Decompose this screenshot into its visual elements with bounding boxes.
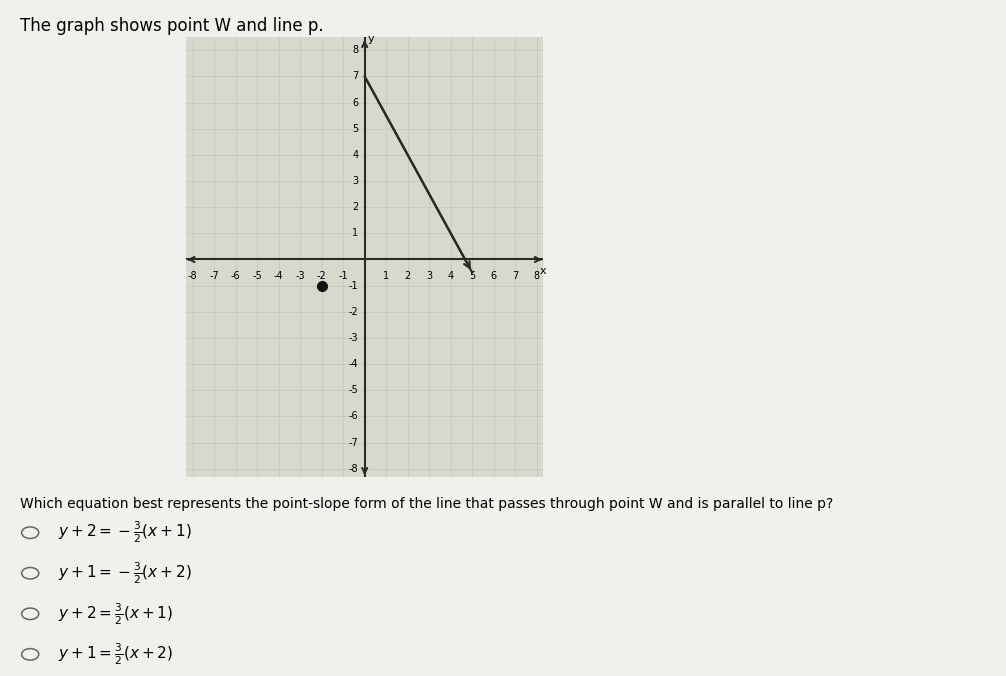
Text: -8: -8	[349, 464, 358, 474]
Text: 3: 3	[427, 271, 433, 281]
Text: x: x	[539, 266, 546, 276]
Text: 2: 2	[404, 271, 410, 281]
Text: -1: -1	[349, 281, 358, 291]
Text: Which equation best represents the point-slope form of the line that passes thro: Which equation best represents the point…	[20, 497, 833, 511]
Text: 2: 2	[352, 202, 358, 212]
Text: -4: -4	[349, 359, 358, 369]
Text: 8: 8	[534, 271, 540, 281]
Text: -8: -8	[188, 271, 197, 281]
Text: $y+2=-\frac{3}{2}(x+1)$: $y+2=-\frac{3}{2}(x+1)$	[58, 520, 192, 546]
Text: 6: 6	[352, 97, 358, 107]
Text: -2: -2	[348, 307, 358, 317]
Text: 5: 5	[469, 271, 476, 281]
Text: 4: 4	[448, 271, 454, 281]
Text: $y+1=-\frac{3}{2}(x+2)$: $y+1=-\frac{3}{2}(x+2)$	[58, 560, 192, 586]
Text: 6: 6	[491, 271, 497, 281]
Text: 1: 1	[383, 271, 389, 281]
Text: $y+1=\frac{3}{2}(x+2)$: $y+1=\frac{3}{2}(x+2)$	[58, 642, 174, 667]
Text: -3: -3	[349, 333, 358, 343]
Text: y: y	[367, 34, 374, 44]
Text: -7: -7	[348, 437, 358, 448]
Text: -5: -5	[348, 385, 358, 395]
Text: -2: -2	[317, 271, 327, 281]
Text: -4: -4	[274, 271, 284, 281]
Text: -5: -5	[253, 271, 262, 281]
Text: 7: 7	[352, 72, 358, 81]
Text: 1: 1	[352, 228, 358, 239]
Text: 5: 5	[352, 124, 358, 134]
Text: 4: 4	[352, 150, 358, 160]
Text: $y+2=\frac{3}{2}(x+1)$: $y+2=\frac{3}{2}(x+1)$	[58, 601, 174, 627]
Text: 8: 8	[352, 45, 358, 55]
Text: 3: 3	[352, 176, 358, 186]
Text: -3: -3	[296, 271, 305, 281]
Text: -6: -6	[230, 271, 240, 281]
Text: -1: -1	[338, 271, 348, 281]
Text: -7: -7	[209, 271, 219, 281]
Text: -6: -6	[349, 412, 358, 421]
Text: The graph shows point W and line p.: The graph shows point W and line p.	[20, 17, 324, 35]
Text: 7: 7	[512, 271, 518, 281]
